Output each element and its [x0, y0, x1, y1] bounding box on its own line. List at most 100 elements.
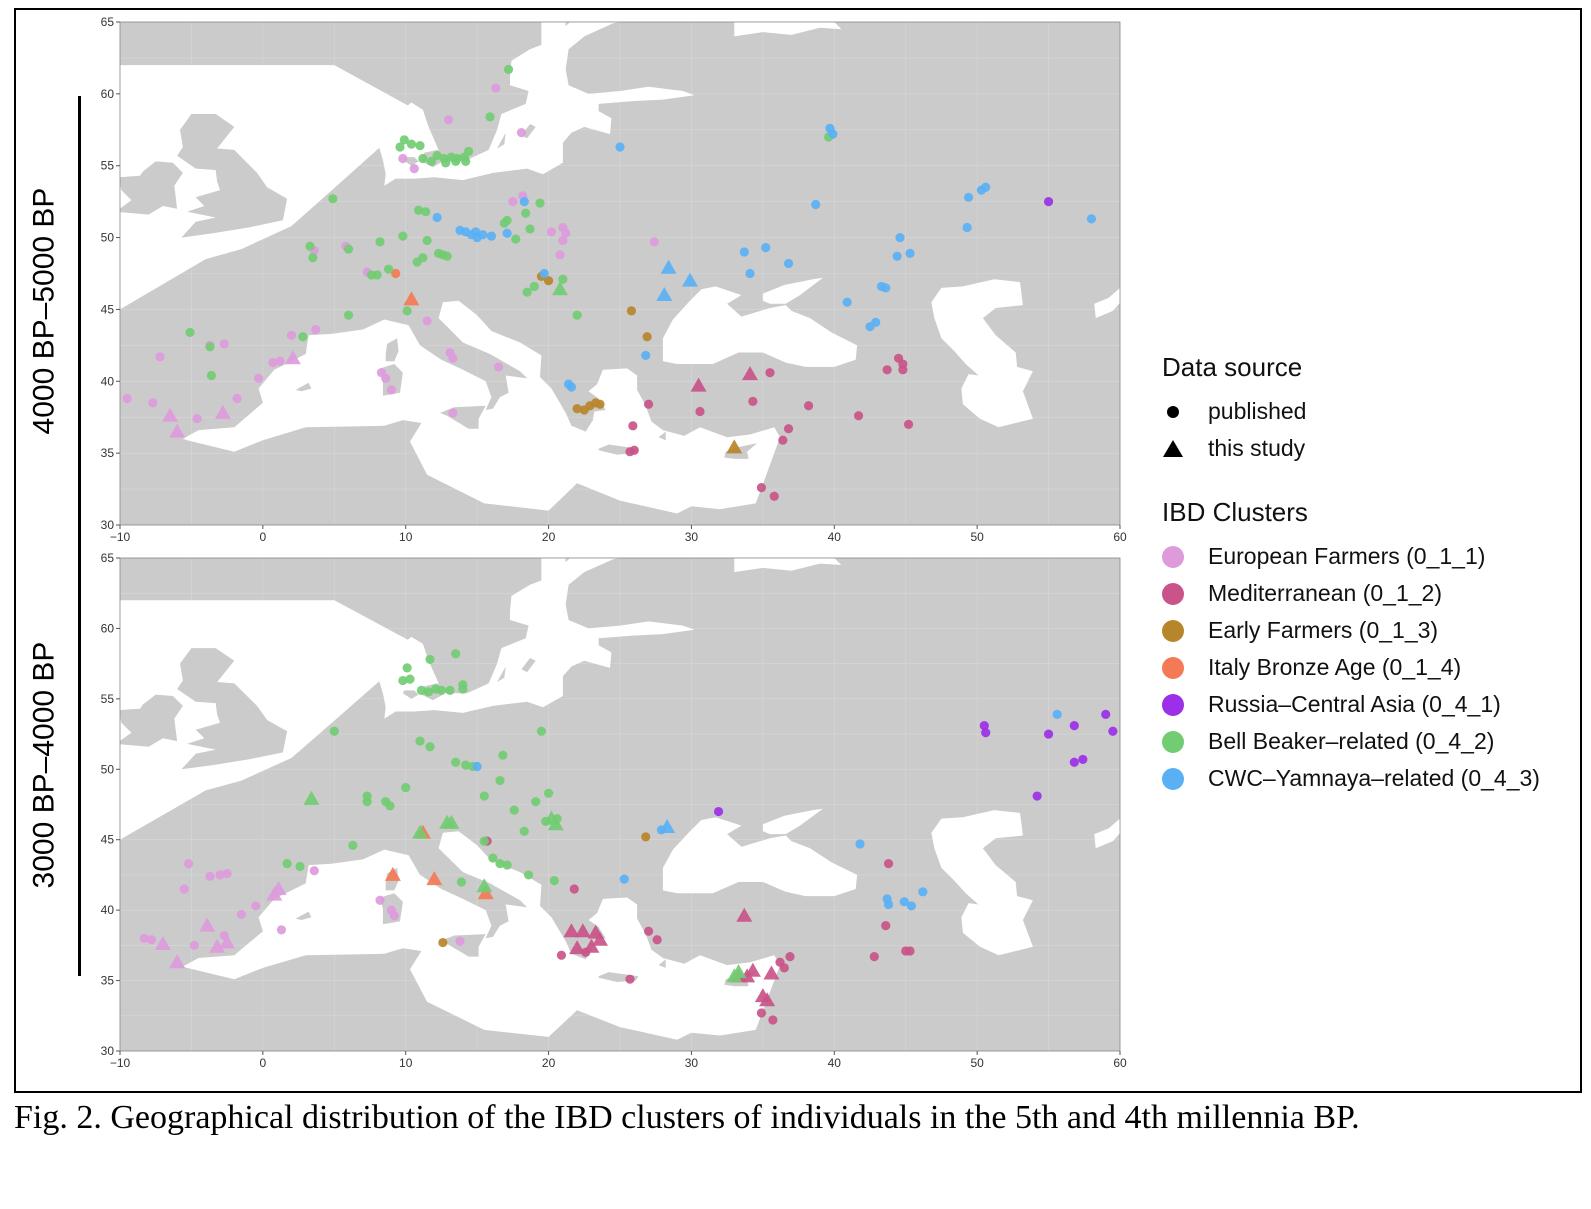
land-area [120, 694, 183, 747]
data-point-circle [395, 142, 405, 152]
data-point-circle [756, 483, 767, 493]
legend-item-italy-bronze-age: Italy Bronze Age (0_1_4) [1162, 649, 1572, 686]
data-point-circle [372, 270, 382, 280]
data-point-circle [381, 373, 391, 384]
data-point-circle [558, 274, 568, 284]
data-point-circle [656, 825, 667, 835]
data-point-circle [375, 237, 385, 247]
data-point-circle [253, 373, 264, 384]
y-tick-label: 65 [101, 15, 115, 29]
data-point-circle [625, 974, 635, 984]
data-point-circle [192, 414, 202, 424]
data-point-circle [871, 317, 881, 327]
data-point-circle [343, 310, 354, 320]
x-tick-label: −10 [110, 1056, 131, 1070]
panel-divider-bar [78, 96, 81, 976]
panel-label-top-wrap: 4000 BP–5000 BP [20, 96, 68, 526]
triangle-icon [1162, 438, 1184, 460]
data-point-circle [625, 447, 635, 457]
data-point-circle [268, 358, 278, 368]
data-point-circle [546, 227, 557, 237]
data-point-circle [276, 925, 287, 935]
y-tick-label: 35 [101, 974, 115, 988]
data-point-circle [398, 675, 408, 686]
y-tick-label: 35 [101, 446, 115, 460]
data-point-circle [981, 182, 991, 192]
legend-item-this-study: this study [1162, 430, 1572, 467]
legend-item-european-farmers: European Farmers (0_1_1) [1162, 538, 1572, 575]
data-point-circle [769, 491, 779, 501]
x-tick-label: 50 [970, 1056, 984, 1070]
data-point-circle [883, 899, 894, 910]
data-point-triangle [412, 824, 428, 839]
data-point-circle [892, 251, 902, 261]
legend-item-cwc-yamnaya-related: CWC–Yamnaya–related (0_4_3) [1162, 760, 1572, 797]
y-tick-label: 45 [101, 302, 115, 316]
data-point-circle [456, 877, 467, 887]
land-area [295, 382, 312, 392]
data-point-circle [522, 287, 532, 297]
data-point-circle [855, 839, 865, 849]
data-point-circle [783, 424, 794, 434]
data-point-circle [441, 158, 451, 168]
data-point-circle [615, 142, 625, 152]
data-point-circle [778, 435, 788, 445]
legend-label: Russia–Central Asia (0_4_1) [1208, 691, 1501, 717]
data-point-circle [756, 1008, 767, 1018]
panel-label-bottom-wrap: 3000 BP–4000 BP [20, 560, 68, 970]
data-point-triangle [270, 881, 287, 896]
x-tick-label: 10 [399, 530, 413, 544]
data-point-circle [899, 897, 909, 907]
data-point-circle [556, 950, 567, 960]
data-point-triangle [284, 350, 301, 365]
data-point-triangle [384, 866, 401, 881]
sea-area [377, 558, 695, 719]
data-point-circle [529, 281, 539, 292]
data-point-circle [425, 654, 435, 665]
legend-label: this study [1208, 435, 1306, 461]
x-tick-label: 20 [542, 530, 556, 544]
sea-area [541, 22, 566, 66]
data-point-triangle [569, 940, 586, 955]
data-point-circle [519, 197, 529, 207]
data-point-circle [122, 393, 132, 404]
data-point-circle [413, 205, 424, 215]
data-point-circle [391, 268, 401, 279]
data-point-circle [1043, 729, 1054, 739]
data-point-circle [478, 230, 488, 240]
y-tick-label: 45 [101, 833, 115, 847]
data-point-triangle [303, 790, 320, 805]
data-point-circle [401, 782, 411, 793]
data-point-circle [569, 884, 579, 894]
data-point-triangle [552, 281, 568, 296]
sea-area [1094, 818, 1120, 849]
x-tick-label: 0 [260, 1056, 267, 1070]
land-area [440, 934, 486, 957]
data-point-triangle [154, 935, 171, 950]
data-point-circle [495, 859, 505, 869]
data-point-circle [461, 156, 471, 167]
y-tick-label: 30 [101, 518, 115, 532]
data-point-circle [811, 199, 821, 210]
legend-clusters-title: IBD Clusters [1162, 497, 1308, 527]
data-point-circle [445, 685, 455, 696]
data-point-circle [641, 832, 651, 842]
y-tick-label: 50 [101, 762, 115, 776]
data-point-circle [309, 866, 319, 876]
y-tick-label: 60 [101, 87, 115, 101]
data-point-triangle [736, 907, 753, 922]
data-point-circle [853, 411, 864, 421]
data-point-triangle [744, 962, 761, 977]
data-point-circle [552, 813, 562, 824]
data-point-circle [423, 687, 434, 697]
data-point-circle [362, 797, 372, 807]
data-point-circle [491, 83, 501, 93]
data-point-circle [443, 115, 454, 125]
data-point-circle [432, 151, 442, 161]
data-point-triangle [169, 954, 186, 969]
y-tick-label: 40 [101, 903, 115, 917]
land-area [521, 658, 536, 673]
data-point-triangle [476, 878, 493, 893]
data-point-circle [898, 365, 908, 375]
sea-area [762, 277, 823, 304]
